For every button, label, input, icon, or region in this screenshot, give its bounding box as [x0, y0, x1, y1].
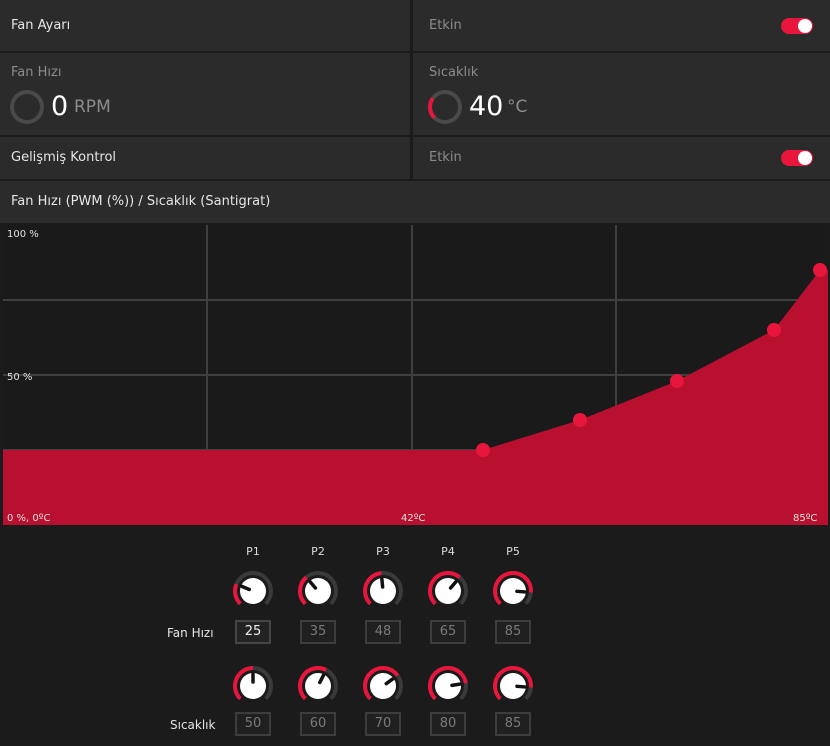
fan-setting-row: Fan Ayarı: [0, 0, 410, 51]
fan-speed-knob-p2[interactable]: [297, 570, 339, 612]
temperature-unit: °C: [507, 97, 528, 117]
curve-point-p5[interactable]: [813, 263, 827, 277]
temperature-panel: Sıcaklık 40 °C: [413, 53, 830, 135]
temperature-row-label: Sıcaklık: [170, 718, 216, 732]
point-label-p4: P4: [441, 545, 455, 558]
fan-setting-status-label: Etkin: [429, 18, 462, 33]
curve-title-row: Fan Hızı (PWM (%)) / Sıcaklık (Santigrat…: [0, 181, 830, 223]
fan-speed-row-label: Fan Hızı: [167, 626, 214, 640]
x-label-right: 85ºC: [793, 513, 817, 524]
fan-speed-input-p1[interactable]: 25: [235, 620, 271, 644]
toggle-knob: [798, 151, 812, 165]
point-label-p2: P2: [311, 545, 325, 558]
temperature-label: Sıcaklık: [429, 65, 479, 80]
temperature-input-p3[interactable]: 70: [365, 712, 401, 736]
fan-curve-chart[interactable]: 100 % 50 % 0 %, 0ºC 42ºC 85ºC: [3, 225, 828, 525]
y-label-top: 100 %: [7, 229, 39, 240]
fan-speed-knob-p3[interactable]: [362, 570, 404, 612]
temperature-input-p1[interactable]: 50: [235, 712, 271, 736]
toggle-knob: [798, 19, 812, 33]
fan-speed-knob-p1[interactable]: [232, 570, 274, 612]
fan-speed-input-p4[interactable]: 65: [430, 620, 466, 644]
fan-setting-status-cell: Etkin: [413, 0, 830, 51]
fan-speed-knob-p4[interactable]: [427, 570, 469, 612]
advanced-control-label: Gelişmiş Kontrol: [11, 150, 117, 165]
temperature-knob-p1[interactable]: [232, 665, 274, 707]
fan-speed-value: 0: [51, 91, 69, 122]
fan-curve-area: [3, 270, 828, 525]
curve-title: Fan Hızı (PWM (%)) / Sıcaklık (Santigrat…: [11, 194, 271, 209]
temperature-knob-p4[interactable]: [427, 665, 469, 707]
advanced-control-status-cell: Etkin: [413, 137, 830, 179]
temperature-input-p4[interactable]: 80: [430, 712, 466, 736]
fan-speed-label: Fan Hızı: [11, 65, 62, 80]
y-label-mid: 50 %: [7, 372, 32, 383]
curve-point-p1[interactable]: [476, 443, 490, 457]
point-label-p5: P5: [506, 545, 520, 558]
temperature-knob-p3[interactable]: [362, 665, 404, 707]
fan-speed-input-p5[interactable]: 85: [495, 620, 531, 644]
x-label-mid: 42ºC: [401, 513, 425, 524]
temperature-knob-p5[interactable]: [492, 665, 534, 707]
temperature-gauge-icon: [428, 90, 462, 124]
fan-speed-input-p3[interactable]: 48: [365, 620, 401, 644]
advanced-control-row: Gelişmiş Kontrol: [0, 137, 410, 179]
temperature-input-p2[interactable]: 60: [300, 712, 336, 736]
point-label-p3: P3: [376, 545, 390, 558]
curve-point-p2[interactable]: [573, 413, 587, 427]
temperature-knob-p2[interactable]: [297, 665, 339, 707]
fan-setting-label: Fan Ayarı: [11, 18, 71, 33]
advanced-control-toggle[interactable]: [781, 150, 813, 166]
curve-point-p4[interactable]: [767, 323, 781, 337]
advanced-control-status-label: Etkin: [429, 150, 462, 165]
fan-speed-unit: RPM: [74, 97, 111, 117]
temperature-input-p5[interactable]: 85: [495, 712, 531, 736]
x-label-left: 0 %, 0ºC: [7, 513, 50, 524]
fan-speed-gauge-icon: [10, 90, 44, 124]
curve-point-p3[interactable]: [670, 374, 684, 388]
temperature-value: 40: [469, 91, 504, 122]
fan-speed-input-p2[interactable]: 35: [300, 620, 336, 644]
fan-setting-toggle[interactable]: [781, 18, 813, 34]
point-label-p1: P1: [246, 545, 260, 558]
fan-speed-panel: Fan Hızı 0 RPM: [0, 53, 410, 135]
fan-speed-knob-p5[interactable]: [492, 570, 534, 612]
